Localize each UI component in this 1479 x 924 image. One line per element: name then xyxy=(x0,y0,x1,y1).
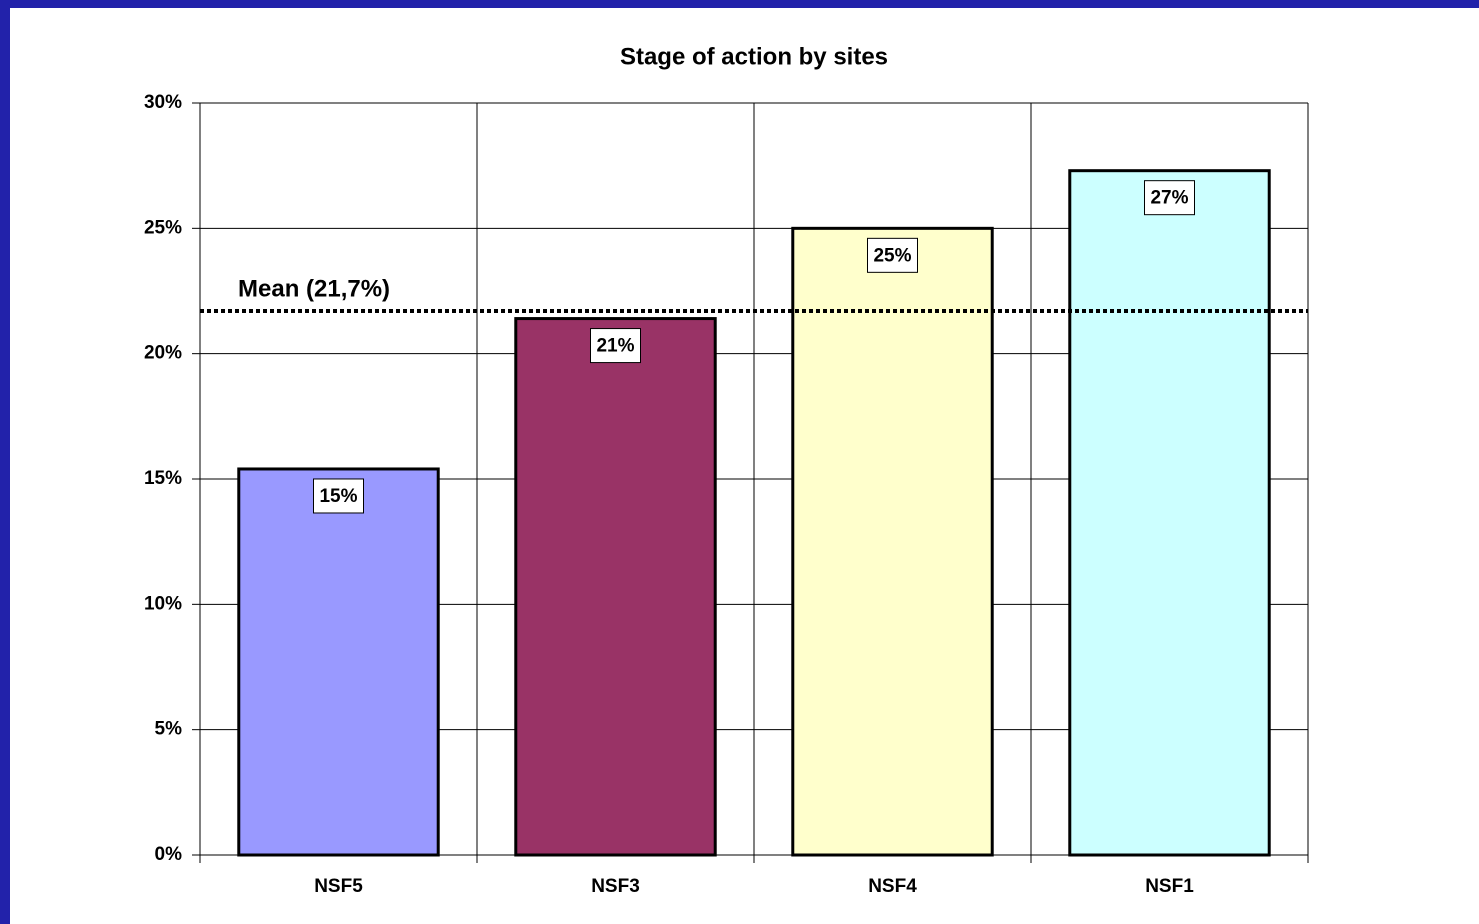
mean-label: Mean (21,7%) xyxy=(238,275,390,302)
y-tick-label: 0% xyxy=(155,844,183,865)
x-tick-label: NSF1 xyxy=(1145,876,1194,897)
y-tick-label: 20% xyxy=(144,343,182,364)
bar xyxy=(514,317,717,857)
value-label: 21% xyxy=(596,336,634,357)
y-tick-label: 5% xyxy=(155,719,183,740)
value-label-box xyxy=(590,328,641,364)
y-tick-label: 30% xyxy=(144,92,182,113)
y-tick-label: 25% xyxy=(144,217,182,238)
x-tick-label: NSF5 xyxy=(314,876,363,897)
x-tick-label: NSF4 xyxy=(868,876,917,897)
chart-title: Stage of action by sites xyxy=(620,43,888,70)
value-label: 27% xyxy=(1150,188,1188,209)
bar xyxy=(1068,169,1271,857)
y-tick-label: 10% xyxy=(144,593,182,614)
value-label-box xyxy=(867,237,918,273)
y-tick-label: 15% xyxy=(144,468,182,489)
value-label: 15% xyxy=(319,486,357,507)
value-label: 25% xyxy=(873,245,911,266)
x-tick-label: NSF3 xyxy=(591,876,640,897)
bar xyxy=(237,467,440,857)
value-label-box xyxy=(313,478,364,514)
value-label-box xyxy=(1144,180,1195,216)
bar xyxy=(791,226,994,857)
